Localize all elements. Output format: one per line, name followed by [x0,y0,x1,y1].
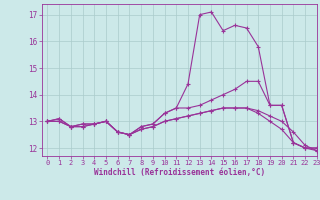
X-axis label: Windchill (Refroidissement éolien,°C): Windchill (Refroidissement éolien,°C) [94,168,265,177]
